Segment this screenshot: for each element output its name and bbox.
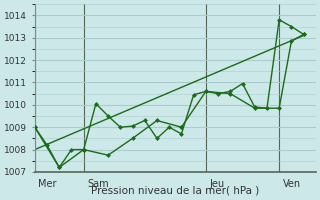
Text: Ven: Ven [283, 179, 301, 189]
Text: Sam: Sam [87, 179, 109, 189]
Text: Jeu: Jeu [210, 179, 225, 189]
Text: Mer: Mer [38, 179, 57, 189]
X-axis label: Pression niveau de la mer( hPa ): Pression niveau de la mer( hPa ) [91, 186, 260, 196]
